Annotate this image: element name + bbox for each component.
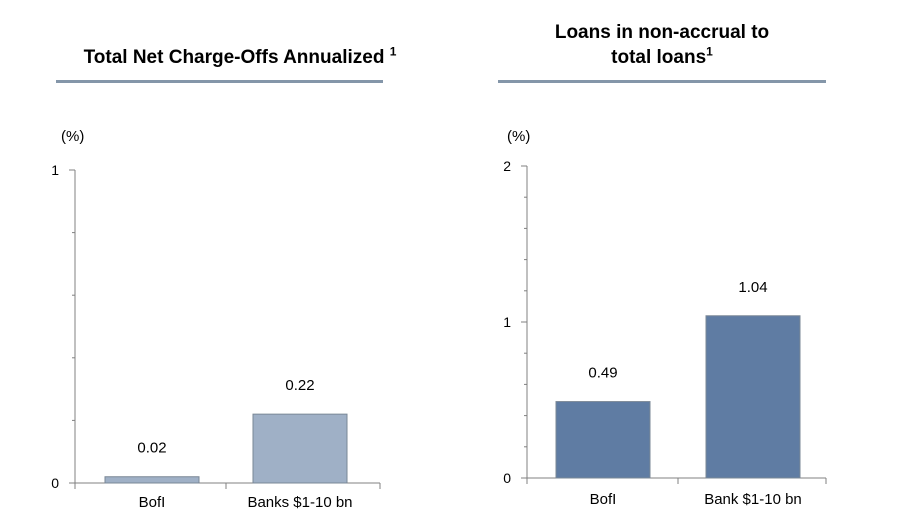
chart1-title-footnote: 1: [389, 44, 397, 59]
chart2-category-label-1: BofI: [590, 491, 617, 508]
chart1-bar-1: [104, 476, 200, 484]
chart1-unit-label: (%): [61, 128, 85, 145]
chart2-value-label-2: 1.04: [738, 279, 767, 296]
chart1-title-text: Total Net Charge-Offs Annualized: [83, 47, 385, 68]
chart2-bar-1: [555, 401, 651, 479]
chart2-title-line2: total loans: [611, 47, 707, 68]
chart2-title-line1: Loans in non-accrual to: [554, 22, 770, 43]
chart2-value-label-1: 0.49: [588, 365, 617, 382]
chart2-y-tick-label: 0: [503, 470, 511, 486]
chart2-bar-2: [705, 315, 801, 479]
chart2-title: Loans in non-accrual to total loans1: [462, 20, 862, 70]
chart1-title-rule: [56, 80, 383, 83]
chart2-title-line2-wrap: total loans1: [462, 45, 862, 70]
chart2-y-tick-label: 1: [503, 314, 511, 330]
chart1-title: Total Net Charge-Offs Annualized 1: [40, 45, 440, 70]
chart2-y-tick-label: 2: [503, 158, 511, 174]
chart2-unit-label: (%): [507, 128, 531, 145]
chart2-title-footnote: 1: [706, 44, 713, 59]
chart2-category-label-2: Bank $1-10 bn: [704, 491, 802, 508]
chart1-bar-2: [252, 413, 348, 484]
chart1-category-label-1: BofI: [139, 494, 166, 511]
chart1-value-label-2: 0.22: [285, 377, 314, 394]
chart1-value-label-1: 0.02: [137, 440, 166, 457]
chart2-title-rule: [498, 80, 826, 83]
chart1-category-label-2: Banks $1-10 bn: [247, 494, 352, 511]
chart1-y-tick-label: 1: [51, 162, 59, 178]
chart1-y-tick-label: 0: [51, 475, 59, 491]
